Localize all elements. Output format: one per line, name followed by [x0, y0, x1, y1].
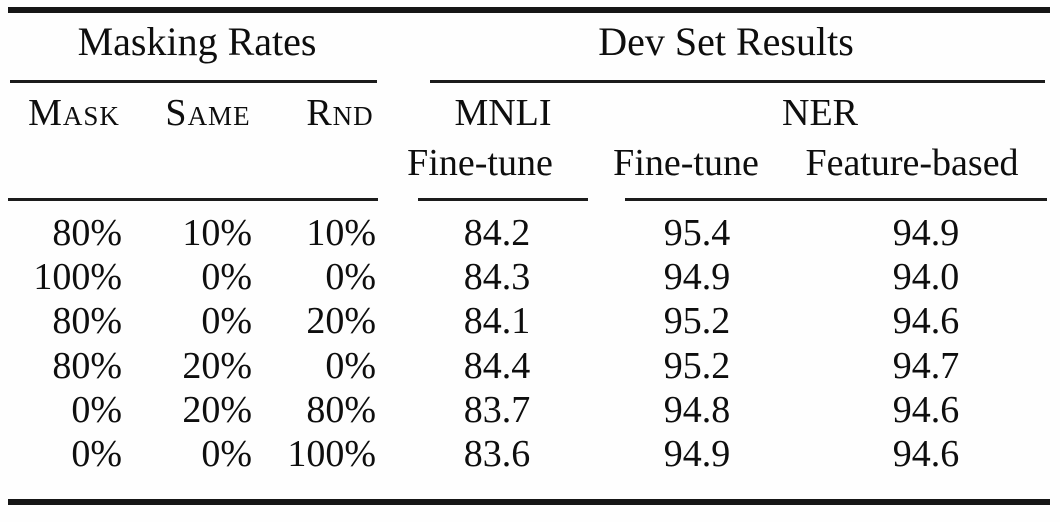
cell-ner-feature-based: 94.6: [892, 300, 960, 342]
masking-columns-underline: [8, 198, 378, 201]
cell-mnli-fine-tune: 84.1: [463, 300, 531, 342]
cell-mask-rate: 80%: [52, 345, 122, 387]
cell-ner-feature-based: 94.7: [892, 345, 960, 387]
table-bottom-rule: [8, 499, 1050, 505]
dev-set-results-underline: [430, 80, 1045, 83]
cell-mnli-fine-tune: 83.6: [463, 433, 531, 475]
table-row: 80% 10% 10% 84.2 95.4 94.9: [0, 211, 1060, 255]
table-row: 100% 0% 0% 84.3 94.9 94.0: [0, 255, 1060, 299]
cell-mask-rate: 0%: [71, 433, 122, 475]
cell-mnli-fine-tune: 84.3: [463, 256, 531, 298]
group-header-dev-set-results: Dev Set Results: [598, 19, 854, 64]
cell-ner-feature-based: 94.6: [892, 389, 960, 431]
mnli-column-underline: [418, 198, 588, 201]
table-top-rule: [8, 7, 1050, 13]
column-header-ner-feature-based: Feature-based: [805, 142, 1019, 184]
table-row: 80% 20% 0% 84.4 95.2 94.7: [0, 344, 1060, 388]
cell-same-rate: 0%: [201, 300, 252, 342]
cell-mask-rate: 100%: [33, 256, 122, 298]
cell-mask-rate: 0%: [71, 389, 122, 431]
cell-same-rate: 20%: [182, 345, 252, 387]
column-header-ner: NER: [782, 92, 858, 134]
ner-columns-underline: [625, 198, 1047, 201]
cell-mnli-fine-tune: 84.2: [463, 212, 531, 254]
column-header-mask: Mask: [28, 92, 120, 134]
table-row: 0% 20% 80% 83.7 94.8 94.6: [0, 388, 1060, 432]
cell-mask-rate: 80%: [52, 300, 122, 342]
cell-rnd-rate: 0%: [325, 256, 376, 298]
column-header-ner-fine-tune: Fine-tune: [613, 142, 759, 184]
cell-ner-feature-based: 94.9: [892, 212, 960, 254]
cell-ner-fine-tune: 95.2: [663, 345, 731, 387]
column-header-mnli-fine-tune: Fine-tune: [407, 142, 553, 184]
cell-rnd-rate: 20%: [306, 300, 376, 342]
cell-mnli-fine-tune: 84.4: [463, 345, 531, 387]
cell-rnd-rate: 100%: [287, 433, 376, 475]
cell-ner-fine-tune: 95.2: [663, 300, 731, 342]
group-header-masking-rates: Masking Rates: [77, 19, 317, 64]
cell-same-rate: 0%: [201, 433, 252, 475]
cell-mask-rate: 80%: [52, 212, 122, 254]
cell-mnli-fine-tune: 83.7: [463, 389, 531, 431]
cell-rnd-rate: 80%: [306, 389, 376, 431]
cell-ner-fine-tune: 94.9: [663, 256, 731, 298]
cell-ner-feature-based: 94.6: [892, 433, 960, 475]
cell-same-rate: 20%: [182, 389, 252, 431]
table-row: 80% 0% 20% 84.1 95.2 94.6: [0, 299, 1060, 343]
cell-same-rate: 0%: [201, 256, 252, 298]
cell-ner-fine-tune: 95.4: [663, 212, 731, 254]
column-header-mnli: MNLI: [454, 92, 552, 134]
cell-rnd-rate: 10%: [306, 212, 376, 254]
masking-rates-underline: [10, 80, 377, 83]
cell-same-rate: 10%: [182, 212, 252, 254]
table-row: 0% 0% 100% 83.6 94.9 94.6: [0, 432, 1060, 476]
column-header-same: Same: [165, 92, 251, 134]
cell-ner-fine-tune: 94.8: [663, 389, 731, 431]
cell-rnd-rate: 0%: [325, 345, 376, 387]
column-header-rnd: Rnd: [306, 92, 374, 134]
cell-ner-fine-tune: 94.9: [663, 433, 731, 475]
cell-ner-feature-based: 94.0: [892, 256, 960, 298]
